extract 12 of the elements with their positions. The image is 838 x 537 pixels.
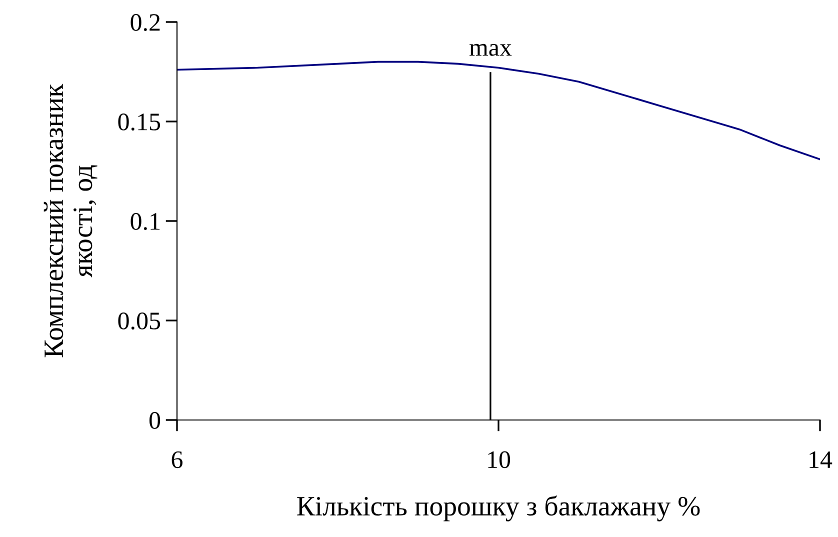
x-axis-title: Кількість порошку з баклажану % [297, 495, 700, 522]
y-tick-label: 0.1 [130, 213, 160, 230]
y-axis-title: Комплексний показник якості, од [44, 84, 98, 358]
x-tick-label: 6 [172, 451, 183, 468]
y-tick-label: 0.15 [118, 114, 160, 131]
x-tick-label: 14 [810, 451, 832, 468]
ref-line-label: max [469, 44, 512, 56]
x-tick-label: 10 [488, 451, 510, 468]
line-series [177, 60, 820, 160]
y-tick-label: 0.2 [130, 14, 160, 32]
y-tick-label: 0.05 [118, 312, 160, 330]
y-tick-label: 0 [149, 412, 160, 429]
